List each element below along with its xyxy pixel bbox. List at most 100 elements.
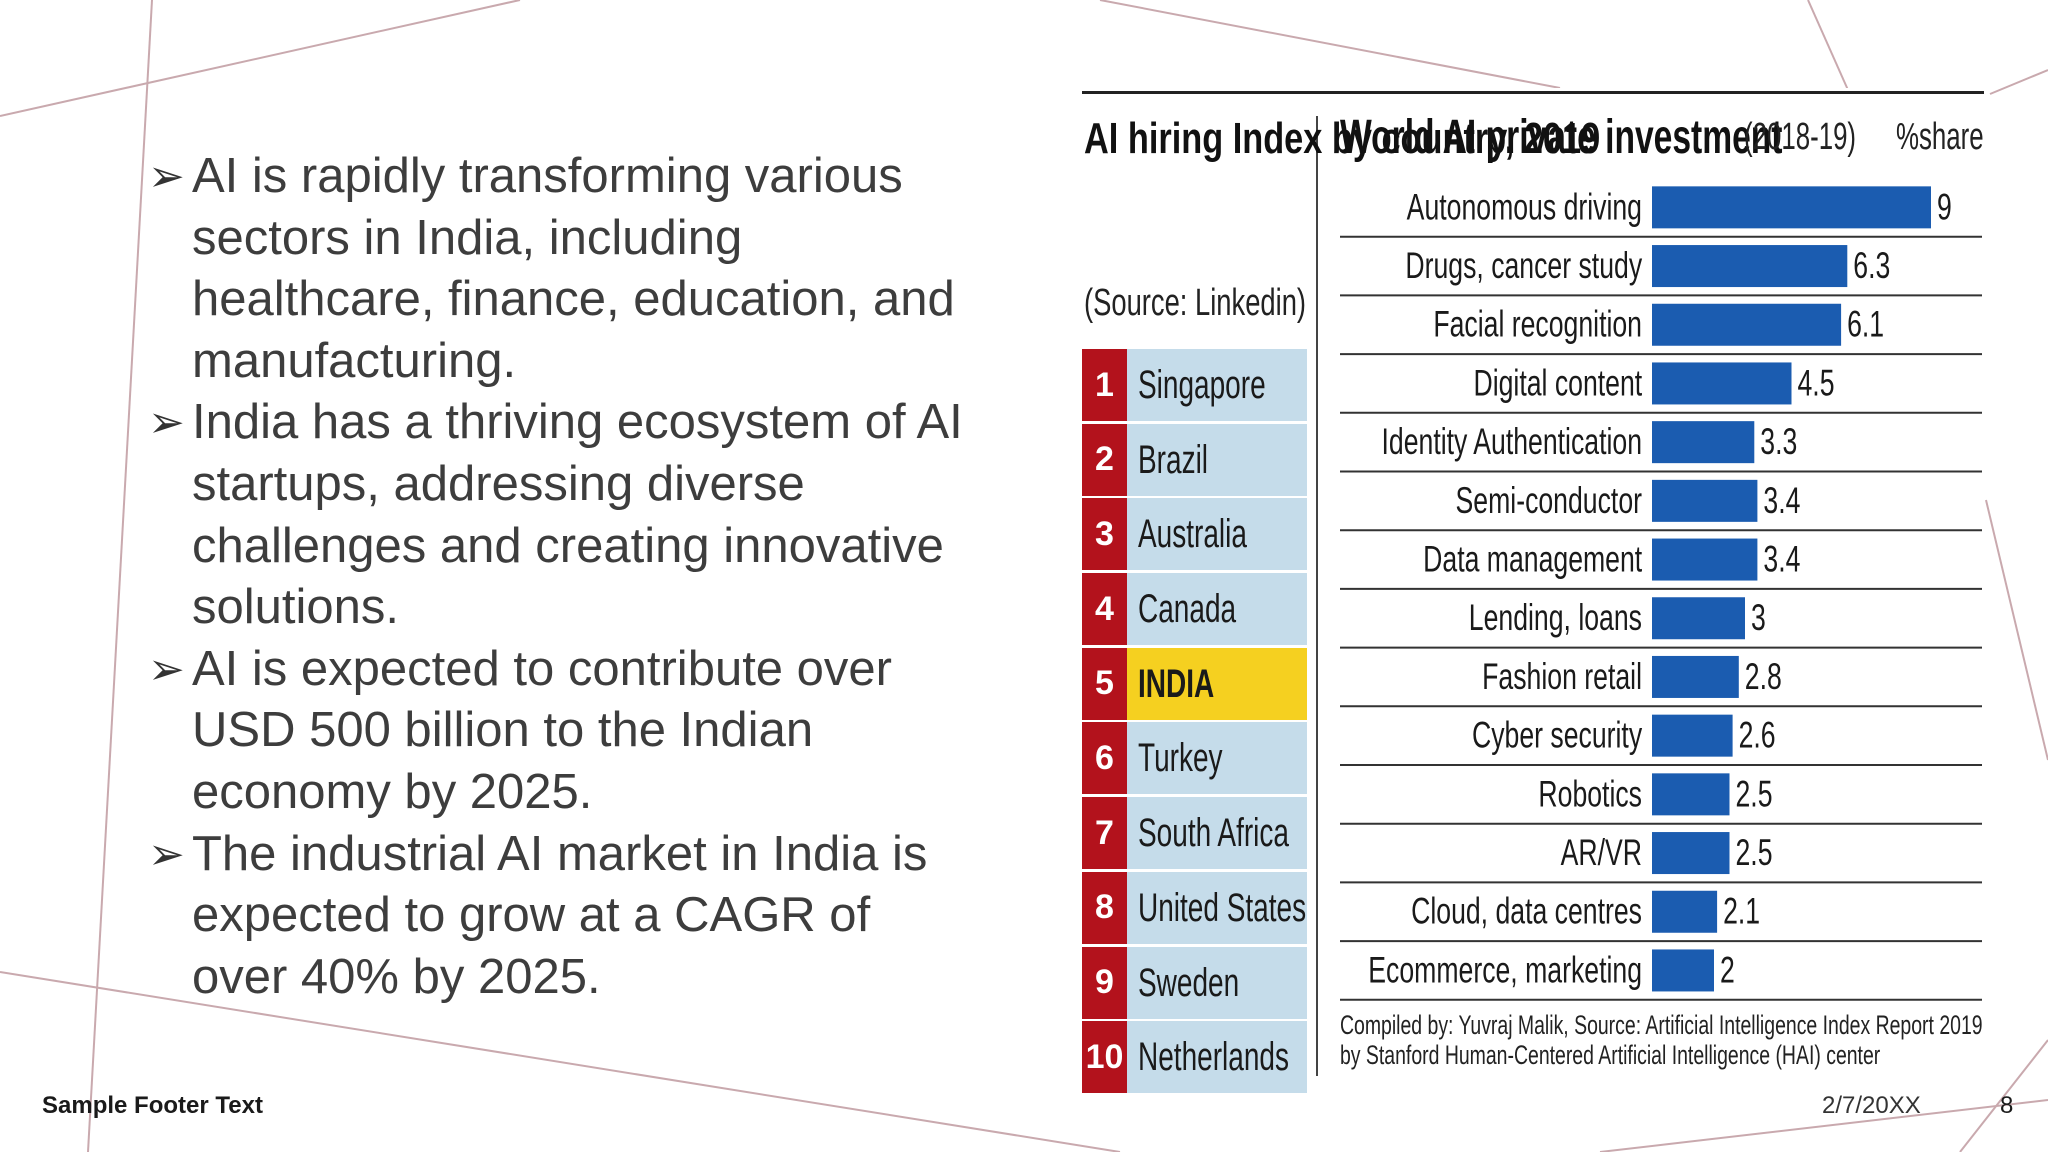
chart-credit: Compiled by: Yuvraj Malik, Source: Artif…	[1340, 1010, 1983, 1070]
rank-number: 10	[1082, 1021, 1127, 1094]
bar-category-label: Semi-conductor	[1456, 480, 1643, 521]
bar-category-label: Lending, loans	[1469, 597, 1642, 638]
rank-row: 9 Sweden	[1082, 946, 1307, 1019]
rank-number: 8	[1082, 871, 1127, 944]
rank-country: Australia	[1138, 512, 1247, 557]
bar-value-label: 3.3	[1760, 421, 1797, 462]
bar-category-label: Ecommerce, marketing	[1368, 949, 1642, 990]
rank-country: United States	[1138, 885, 1307, 930]
bar-value-label: 6.3	[1853, 245, 1890, 286]
rank-row: 10 Netherlands	[1082, 1021, 1307, 1094]
rank-row: 1 Singapore	[1082, 349, 1307, 421]
bar	[1652, 186, 1931, 229]
rank-country: Sweden	[1138, 960, 1240, 1005]
rank-number: 3	[1082, 498, 1127, 571]
arrow-bullet-icon: ➢	[148, 829, 185, 879]
bar-category-label: Fashion retail	[1482, 656, 1642, 697]
bar-category-label: Drugs, cancer study	[1405, 245, 1642, 286]
rank-row: 2 Brazil	[1082, 423, 1307, 496]
rank-country: Netherlands	[1138, 1035, 1289, 1080]
ai-infographic: AI hiring Index by country, 2019 (Source…	[1078, 88, 1984, 1094]
investment-unit: %share	[1896, 116, 1984, 158]
rank-row: 4 Canada	[1082, 573, 1307, 646]
bar-value-label: 6.1	[1847, 303, 1884, 344]
bar	[1652, 303, 1842, 346]
rank-country: Brazil	[1138, 437, 1209, 482]
rank-country: Singapore	[1138, 363, 1266, 407]
credit-line: Compiled by: Yuvraj Malik, Source: Artif…	[1340, 1010, 1983, 1040]
investment-title: World AI private investment	[1340, 111, 1783, 164]
rank-row: 7 South Africa	[1082, 797, 1307, 870]
bar	[1652, 714, 1733, 757]
bar-category-label: Robotics	[1538, 773, 1642, 814]
footer-date: 2/7/20XX	[1822, 1092, 1921, 1119]
rank-row-highlighted: 5 INDIA	[1082, 647, 1307, 720]
bar-category-label: Data management	[1423, 538, 1642, 579]
bar	[1652, 421, 1755, 464]
rank-number: 2	[1082, 423, 1127, 496]
bar-value-label: 2.5	[1736, 832, 1773, 873]
bar-value-label: 3	[1751, 597, 1766, 638]
bullet-item: ➢ India has a thriving ecosystem of AI st…	[148, 392, 978, 638]
hiring-index-source: (Source: Linkedin)	[1084, 282, 1307, 324]
bar	[1652, 890, 1718, 933]
bar-value-label: 2	[1720, 949, 1735, 990]
bar-category-label: Cyber security	[1472, 714, 1643, 755]
rank-country: Turkey	[1138, 736, 1223, 781]
bar	[1652, 362, 1792, 405]
bullet-text: The industrial AI market in India is exp…	[192, 826, 928, 1004]
rank-row: 6 Turkey	[1082, 722, 1307, 795]
investment-bar-chart: Autonomous driving 9 Drugs, cancer study 6.…	[1340, 186, 1982, 1001]
rank-number: 1	[1082, 349, 1127, 421]
column-divider	[1316, 116, 1318, 1076]
bullet-list: ➢ AI is rapidly transforming various sect…	[148, 146, 978, 1008]
rank-number: 4	[1082, 573, 1127, 646]
investment-period: (2018-19)	[1744, 116, 1857, 158]
bar	[1652, 949, 1714, 992]
bullet-item: ➢ AI is rapidly transforming various sect…	[148, 146, 978, 392]
bar-category-label: AR/VR	[1561, 832, 1642, 873]
rank-country: South Africa	[1138, 811, 1289, 856]
bullet-item: ➢ AI is expected to contribute over USD 5…	[148, 639, 978, 824]
bullet-item: ➢ The industrial AI market in India is ex…	[148, 824, 978, 1009]
arrow-bullet-icon: ➢	[148, 152, 185, 201]
bar-category-label: Digital content	[1473, 362, 1642, 403]
bar-value-label: 2.5	[1736, 773, 1773, 814]
rank-number: 6	[1082, 722, 1127, 795]
bar-value-label: 4.5	[1798, 362, 1835, 403]
bar-category-label: Facial recognition	[1433, 303, 1642, 344]
footer-text: Sample Footer Text	[42, 1092, 263, 1119]
page-number: 8	[2000, 1092, 2014, 1119]
bar-category-label: Autonomous driving	[1407, 186, 1642, 227]
rank-country: INDIA	[1138, 661, 1215, 706]
bar-value-label: 2.8	[1745, 656, 1782, 697]
rank-row: 8 United States	[1082, 871, 1307, 944]
bullet-text: AI is rapidly transforming various secto…	[192, 149, 955, 388]
bar	[1652, 655, 1739, 698]
bar	[1652, 538, 1758, 581]
rank-number: 5	[1082, 647, 1127, 720]
bar-value-label: 2.1	[1723, 890, 1760, 931]
bar	[1652, 245, 1848, 288]
bar-category-label: Cloud, data centres	[1411, 890, 1642, 931]
bar	[1652, 773, 1730, 816]
rank-country: Canada	[1138, 587, 1237, 632]
bar-value-label: 3.4	[1763, 538, 1800, 579]
bar	[1652, 832, 1730, 875]
rank-number: 9	[1082, 946, 1127, 1019]
investment-header: World AI private investment (2018-19) %s…	[1340, 110, 1984, 170]
bar-value-label: 3.4	[1763, 480, 1800, 521]
bar	[1652, 479, 1758, 522]
credit-line: by Stanford Human-Centered Artificial In…	[1340, 1040, 1881, 1070]
arrow-bullet-icon: ➢	[148, 644, 185, 694]
bullet-text: AI is expected to contribute over USD 50…	[192, 641, 892, 819]
bar-category-label: Identity Authentication	[1381, 421, 1642, 462]
bar	[1652, 597, 1745, 640]
bullet-text: India has a thriving ecosystem of AI sta…	[192, 395, 963, 635]
rank-row: 3 Australia	[1082, 498, 1307, 571]
top-rule	[1082, 91, 1984, 94]
rank-number: 7	[1082, 797, 1127, 870]
arrow-bullet-icon: ➢	[148, 398, 185, 448]
bar-value-label: 2.6	[1739, 714, 1776, 755]
